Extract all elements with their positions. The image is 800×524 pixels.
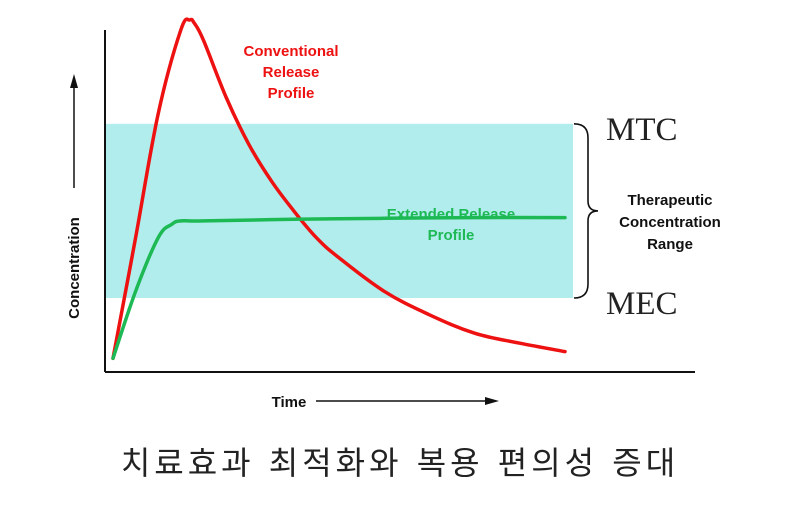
extended-release-label-line-1: Extended Release xyxy=(387,206,515,223)
therapeutic-range-label-line-3: Range xyxy=(647,236,693,253)
range-bracket xyxy=(573,123,599,299)
chart-caption: 치료효과 최적화와 복용 편의성 증대 xyxy=(120,444,680,482)
conventional-release-label-line-2: Release xyxy=(263,64,320,81)
x-label-arrow-head xyxy=(485,397,499,405)
therapeutic-range-label-line-2: Concentration xyxy=(619,214,721,231)
conventional-release-label-line-1: Conventional xyxy=(243,43,338,60)
mec-label: MEC xyxy=(606,286,678,322)
y-label-arrow-head xyxy=(70,74,78,88)
conventional-release-line xyxy=(111,17,567,361)
therapeutic-range-label-line-1: Therapeutic xyxy=(627,192,712,209)
y-axis-label: Concentration xyxy=(66,217,83,319)
extended-release-line xyxy=(111,215,567,361)
mtc-label: MTC xyxy=(606,112,678,148)
extended-release-label-line-2: Profile xyxy=(428,227,475,244)
x-axis-label: Time xyxy=(272,394,307,411)
therapeutic-range-band xyxy=(106,123,573,298)
conventional-release-label-line-3: Profile xyxy=(268,85,315,102)
